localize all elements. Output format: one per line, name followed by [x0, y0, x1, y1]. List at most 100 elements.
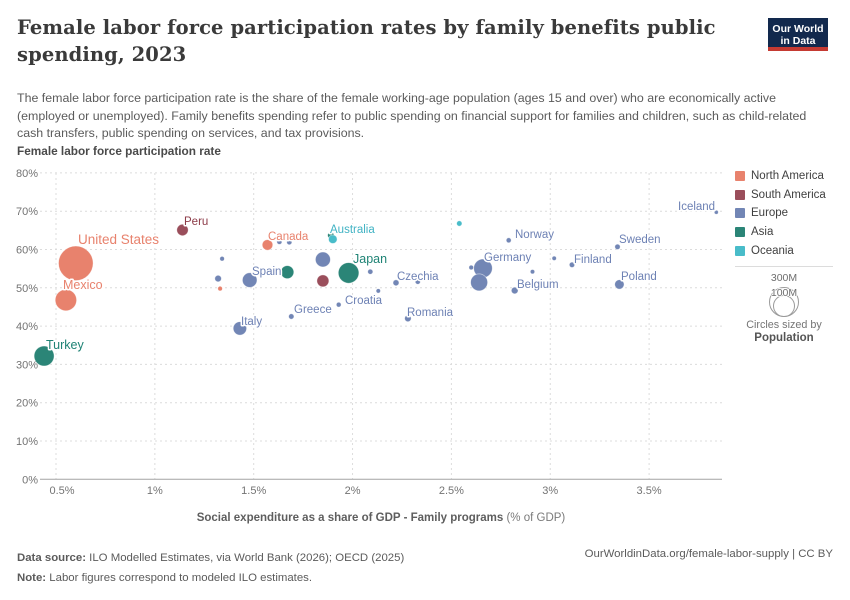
data-point[interactable]	[214, 274, 222, 283]
legend-swatch	[735, 171, 745, 182]
point-label-canada: Canada	[268, 231, 309, 243]
point-label-croatia: Croatia	[345, 295, 383, 307]
data-point-mexico[interactable]	[54, 289, 77, 312]
data-point-united-states[interactable]	[58, 245, 94, 281]
data-point[interactable]	[456, 220, 463, 227]
footer-link[interactable]: OurWorldinData.org/female-labor-supply |…	[584, 548, 833, 560]
legend-item-south-america[interactable]: South America	[735, 186, 847, 205]
legend-swatch	[735, 189, 745, 200]
data-point[interactable]	[470, 273, 488, 292]
logo-line-1: Our World	[772, 23, 824, 35]
data-point-poland[interactable]	[614, 279, 625, 290]
y-tick-label: 50%	[16, 283, 38, 295]
data-point-peru[interactable]	[176, 223, 189, 237]
point-label-sweden: Sweden	[619, 234, 661, 246]
owid-logo[interactable]: Our World in Data	[768, 18, 828, 51]
data-point-italy[interactable]	[232, 321, 247, 336]
legend-swatch	[735, 245, 745, 256]
legend-label: South America	[751, 188, 826, 201]
x-axis-title: Social expenditure as a share of GDP - F…	[197, 512, 566, 524]
size-legend-caption: Circles sized by	[746, 319, 822, 331]
point-label-italy: Italy	[241, 316, 262, 328]
x-tick-label: 0.5%	[49, 485, 74, 497]
scatter-plot[interactable]: 0% 10% 20% 30% 40% 50% 60% 70% 80% 0.5% 1% 1.5% 2% 2.…	[0, 160, 850, 540]
data-point-finland[interactable]	[568, 261, 576, 268]
data-point-czechia[interactable]	[392, 279, 400, 287]
y-tick-label: 60%	[16, 245, 38, 257]
point-label-spain: Spain	[252, 266, 281, 278]
legend-item-oceania[interactable]: Oceania	[735, 241, 847, 260]
y-tick-label: 20%	[16, 398, 38, 410]
owid-logo-red-bar	[768, 47, 828, 51]
y-tick-label: 0%	[22, 474, 38, 486]
data-point-sweden[interactable]	[614, 243, 621, 250]
data-point[interactable]	[286, 239, 293, 246]
data-point[interactable]	[551, 255, 557, 261]
point-label-norway: Norway	[515, 229, 554, 241]
logo-line-2: in Data	[780, 35, 816, 47]
y-tick-label: 10%	[16, 436, 38, 448]
size-legend-300m-label: 300M	[770, 272, 798, 284]
legend-item-asia[interactable]: Asia	[735, 223, 847, 242]
y-tick-label: 70%	[16, 206, 38, 218]
data-point-croatia[interactable]	[335, 301, 342, 308]
data-point-greece[interactable]	[288, 313, 295, 320]
y-tick-label: 40%	[16, 321, 38, 333]
data-point[interactable]	[219, 256, 225, 262]
y-tick-label: 80%	[16, 168, 38, 180]
y-tick-label: 30%	[16, 359, 38, 371]
data-point[interactable]	[217, 285, 223, 292]
x-tick-label: 3%	[542, 485, 558, 497]
data-point-romania[interactable]	[404, 314, 412, 323]
data-point-norway[interactable]	[505, 237, 512, 244]
data-point[interactable]	[280, 265, 295, 279]
data-point-belgium[interactable]	[510, 286, 519, 295]
data-point-iceland[interactable]	[713, 209, 719, 215]
legend-label: Asia	[751, 226, 774, 239]
continent-legend-list: North America South America Europe Asia Ocea…	[735, 167, 847, 260]
size-legend-inner-circle	[773, 295, 795, 317]
x-tick-label: 1%	[147, 485, 163, 497]
data-point-turkey[interactable]	[33, 345, 55, 367]
legend-swatch	[735, 208, 745, 219]
note-line: Note: Labor figures correspond to modele…	[17, 568, 404, 588]
point-label-japan: Japan	[353, 252, 387, 266]
size-legend-100m-label: 100M	[770, 287, 798, 299]
x-tick-label: 1.5%	[241, 485, 266, 497]
point-label-iceland: Iceland	[678, 201, 715, 213]
legend-label: Europe	[751, 207, 789, 220]
point-label-australia: Australia	[330, 224, 375, 236]
data-point[interactable]	[316, 274, 330, 288]
legend-item-europe[interactable]: Europe	[735, 204, 847, 223]
x-tick-label: 2%	[345, 485, 361, 497]
point-label-turkey: Turkey	[46, 338, 84, 352]
footer-source-note: Data source: ILO Modelled Estimates, via…	[17, 548, 404, 589]
point-label-peru: Peru	[184, 216, 208, 228]
legend-swatch	[735, 227, 745, 238]
data-point[interactable]	[367, 268, 374, 275]
point-label-united-states: United States	[78, 232, 159, 247]
data-point-japan[interactable]	[337, 262, 360, 284]
x-tick-label: 3.5%	[637, 485, 662, 497]
page-title: Female labor force participation rates b…	[17, 15, 717, 68]
point-label-germany: Germany	[484, 252, 532, 264]
data-point-canada[interactable]	[261, 239, 274, 251]
data-point[interactable]	[414, 278, 421, 285]
data-source-label: Data source:	[17, 552, 87, 564]
data-point[interactable]	[315, 251, 331, 268]
legend-label: Oceania	[751, 244, 794, 257]
data-point[interactable]	[529, 269, 536, 275]
data-point[interactable]	[468, 264, 474, 271]
title-line-1: Female labor force participation rates b…	[17, 16, 716, 39]
data-point[interactable]	[375, 288, 381, 294]
data-source-text: ILO Modelled Estimates, via World Bank (…	[86, 552, 405, 564]
legend-item-north-america[interactable]: North America	[735, 167, 847, 186]
data-point[interactable]	[276, 238, 283, 245]
data-point-spain[interactable]	[242, 272, 258, 288]
continent-legend: North America South America Europe Asia Ocea…	[735, 167, 847, 260]
legend-label: North America	[751, 170, 824, 183]
note-label: Note:	[17, 572, 47, 585]
chart-subtitle: The female labor force participation rat…	[17, 91, 807, 141]
data-point-australia[interactable]	[328, 234, 338, 244]
